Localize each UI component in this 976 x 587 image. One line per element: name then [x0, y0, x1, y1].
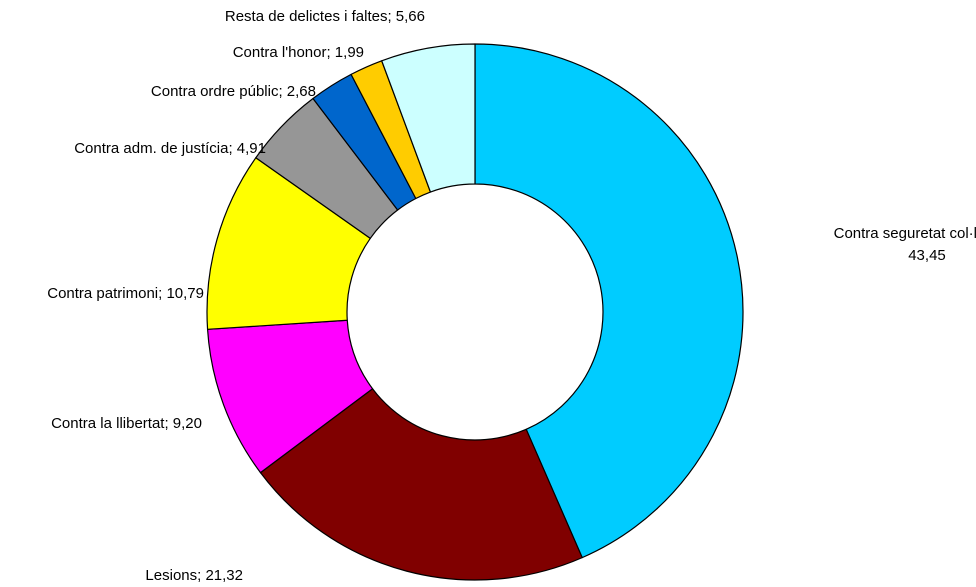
label-contra-patrimoni: Contra patrimoni; 10,79	[47, 285, 204, 302]
slice-resta-de-delictes-i-faltes	[381, 43, 476, 193]
label-contra-seguretat-col-lectiva: Contra seguretat col·lectiva;	[834, 225, 976, 242]
label-contra-adm-de-justicia: Contra adm. de justícia; 4,91	[74, 140, 266, 157]
slice-lesions	[259, 388, 583, 581]
label-contra-la-llibertat: Contra la llibertat; 9,20	[51, 415, 202, 432]
slice-contra-seguretat-col-lectiva	[474, 43, 744, 559]
donut-labels: Contra seguretat col·lectiva; 43,45 Lesion…	[47, 8, 976, 584]
label-lesions: Lesions; 21,32	[145, 567, 243, 584]
donut-slices	[206, 43, 744, 581]
label-resta-de-delictes-i-faltes: Resta de delictes i faltes; 5,66	[225, 8, 425, 25]
label-contra-l-honor: Contra l'honor; 1,99	[233, 44, 364, 61]
label-contra-seguretat-col-lectiva-value: 43,45	[908, 247, 946, 264]
label-contra-ordre-public: Contra ordre públic; 2,68	[151, 83, 316, 100]
